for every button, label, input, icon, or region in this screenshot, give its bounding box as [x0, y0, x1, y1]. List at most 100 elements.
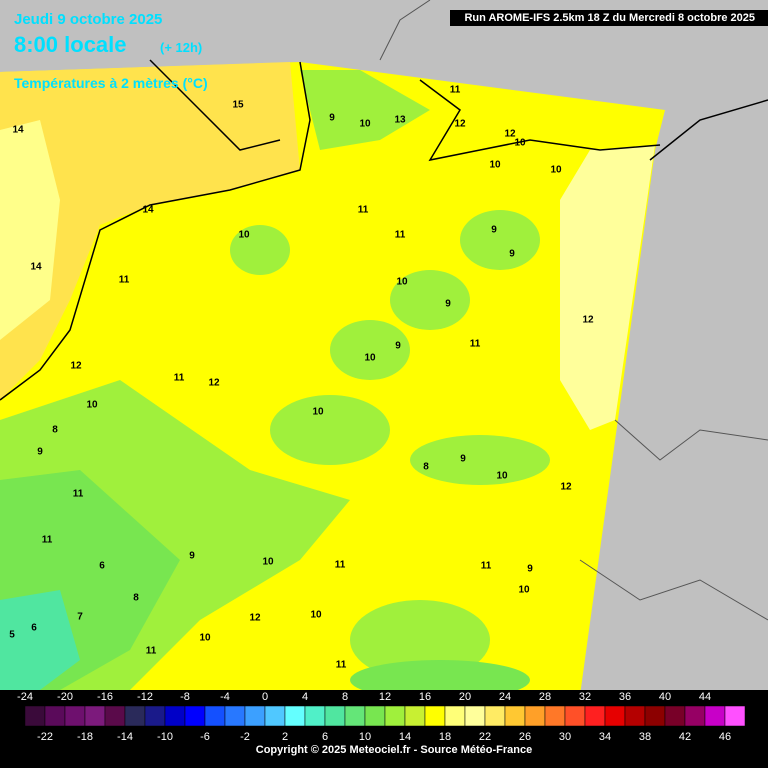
contour-label: 10	[396, 277, 408, 288]
contour-label: 9	[460, 454, 466, 465]
scale-swatch	[184, 705, 206, 727]
scale-label: 14	[399, 731, 411, 743]
contour-label: 7	[77, 612, 83, 623]
scale-label: 38	[639, 731, 651, 743]
pale-area	[560, 145, 655, 430]
scale-label: -10	[157, 731, 173, 743]
scale-swatch	[304, 705, 326, 727]
scale-swatch	[324, 705, 346, 727]
contour-label: 10	[514, 138, 526, 149]
scale-label: 22	[479, 731, 491, 743]
scale-label: -8	[180, 691, 190, 703]
scale-swatch	[244, 705, 266, 727]
run-banner	[450, 10, 768, 26]
sea-area-pale	[0, 120, 60, 340]
contour-label: 10	[86, 400, 98, 411]
scale-label: 32	[579, 691, 591, 703]
scale-label: 12	[379, 691, 391, 703]
contour-label: 9	[491, 225, 497, 236]
contour-label: 12	[208, 378, 220, 389]
scale-swatch	[124, 705, 146, 727]
cool-area	[350, 600, 490, 680]
contour-label: 11	[470, 339, 481, 350]
border	[614, 419, 768, 461]
scale-swatch	[604, 705, 626, 727]
contour-label: 14	[30, 262, 42, 273]
contour-label: 13	[394, 115, 406, 126]
scale-label: 0	[262, 691, 268, 703]
run-info: Run AROME-IFS 2.5km 18 Z du Mercredi 8 o…	[464, 12, 755, 24]
contour-label: 12	[560, 482, 572, 493]
scale-swatch	[464, 705, 486, 727]
scale-label: 44	[699, 691, 711, 703]
scale-label: 42	[679, 731, 691, 743]
scale-label: -14	[117, 731, 133, 743]
scale-swatch	[424, 705, 446, 727]
contour-label: 10	[199, 633, 211, 644]
scale-swatch	[284, 705, 306, 727]
scale-label: 34	[599, 731, 611, 743]
contour-label: 10	[364, 353, 376, 364]
borders	[379, 0, 768, 621]
scale-label: 10	[359, 731, 371, 743]
scale-swatch	[484, 705, 506, 727]
coastline	[0, 61, 311, 401]
contour-label: 5	[9, 630, 15, 641]
contour-label: 10	[496, 471, 508, 482]
scale-swatch	[564, 705, 586, 727]
coldest-area	[0, 590, 80, 690]
contour-label: 9	[527, 564, 533, 575]
coastline	[649, 99, 768, 161]
scale-label: 2	[282, 731, 288, 743]
scale-label: 46	[719, 731, 731, 743]
time: 8:00 locale	[14, 32, 127, 57]
scale-label: 16	[419, 691, 431, 703]
contour-label: 14	[142, 205, 154, 216]
scale-label: -12	[137, 691, 153, 703]
cool-area	[230, 225, 290, 275]
scale-swatch	[44, 705, 66, 727]
contour-label: 11	[119, 275, 130, 286]
date: Jeudi 9 octobre 2025	[14, 11, 162, 28]
contour-label: 12	[454, 119, 466, 130]
scale-swatch	[624, 705, 646, 727]
contour-label: 6	[31, 623, 37, 634]
scale-label: 18	[439, 731, 451, 743]
border	[379, 0, 431, 61]
contour-label: 10	[312, 407, 324, 418]
scale-swatch	[264, 705, 286, 727]
scale-swatch	[644, 705, 666, 727]
contour-label: 10	[518, 585, 530, 596]
contour-label: 11	[335, 560, 346, 571]
contour-label: 11	[174, 373, 185, 384]
scale-label: -2	[240, 731, 250, 743]
scale-swatch	[144, 705, 166, 727]
scale-label: 6	[322, 731, 328, 743]
contour-label: 10	[262, 557, 274, 568]
scale-label: 30	[559, 731, 571, 743]
contour-label: 9	[445, 299, 451, 310]
contour-label: 11	[481, 561, 492, 572]
scale-swatch	[384, 705, 406, 727]
contour-label: 11	[395, 230, 406, 241]
contour-label: 9	[329, 113, 335, 124]
scale-swatch	[544, 705, 566, 727]
border	[579, 559, 768, 621]
scale-label: -20	[57, 691, 73, 703]
contour-label: 14	[12, 125, 24, 136]
contour-label: 11	[358, 205, 369, 216]
scale-label: -24	[17, 691, 33, 703]
contour-label: 8	[52, 425, 58, 436]
scale-label: 24	[499, 691, 511, 703]
scale-swatch	[64, 705, 86, 727]
contour-label: 12	[582, 315, 594, 326]
cool-area	[330, 320, 410, 380]
contour-label: 9	[189, 551, 195, 562]
coastlines	[0, 59, 768, 401]
scale-swatch	[524, 705, 546, 727]
coastline	[149, 59, 281, 151]
scale-swatch	[164, 705, 186, 727]
contour-label: 10	[310, 610, 322, 621]
scale-label: 20	[459, 691, 471, 703]
scale-swatch	[364, 705, 386, 727]
